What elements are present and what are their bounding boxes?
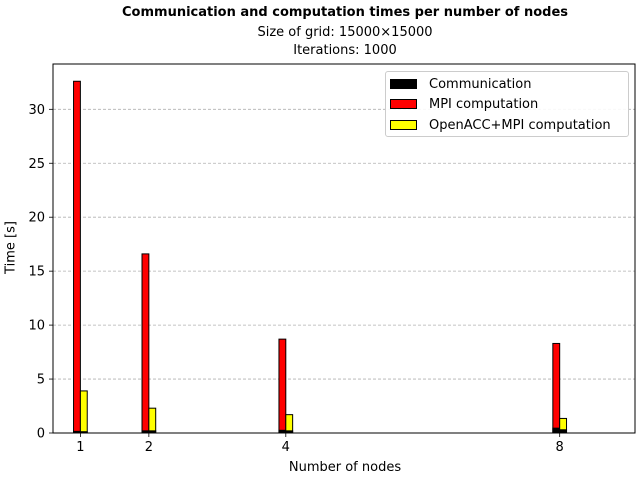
bar-mpi-4 — [278, 338, 287, 434]
chart-subtitle-grid: Size of grid: 15000×15000 — [257, 25, 433, 40]
y-tick-label-5: 5 — [37, 373, 45, 388]
bar-mpi-2 — [141, 253, 150, 434]
bar-openacc-1 — [79, 390, 88, 434]
legend-label-mpi: MPI computation — [429, 96, 539, 112]
y-tick-label-25: 25 — [28, 157, 45, 172]
y-axis-label: Time [s] — [3, 221, 19, 274]
chart-title: Communication and computation times per … — [122, 5, 568, 20]
legend-item-openacc: OpenACC+MPI computation — [390, 115, 611, 135]
x-axis-label: Number of nodes — [288, 460, 402, 475]
legend-item-communication: Communication — [390, 74, 531, 94]
legend-label-openacc: OpenACC+MPI computation — [429, 117, 611, 133]
bar-mpi-1 — [73, 80, 81, 434]
y-tick-label-10: 10 — [28, 319, 45, 334]
bar-communication-8 — [552, 427, 561, 434]
legend-swatch-openacc — [390, 120, 417, 130]
y-tick-label-0: 0 — [37, 427, 45, 442]
legend-swatch-mpi — [390, 99, 417, 109]
legend-swatch-communication — [390, 79, 417, 89]
y-tick-label-15: 15 — [28, 265, 45, 280]
bar-mpi-8 — [552, 342, 561, 434]
y-tick-label-20: 20 — [28, 211, 45, 226]
chart-subtitle-iterations: Iterations: 1000 — [293, 43, 397, 58]
legend-label-communication: Communication — [429, 76, 532, 92]
legend: Communication MPI computation OpenACC+MP… — [385, 71, 629, 137]
x-tick-label-8: 8 — [556, 440, 564, 455]
x-tick-label-2: 2 — [145, 440, 153, 455]
y-tick-label-30: 30 — [28, 103, 45, 118]
bar-openacc-4 — [285, 414, 294, 434]
x-tick-label-4: 4 — [282, 440, 290, 455]
bar-openacc-2 — [148, 407, 157, 434]
plot-frame — [52, 63, 636, 434]
legend-item-mpi: MPI computation — [390, 94, 538, 114]
x-tick-label-1: 1 — [76, 440, 84, 455]
